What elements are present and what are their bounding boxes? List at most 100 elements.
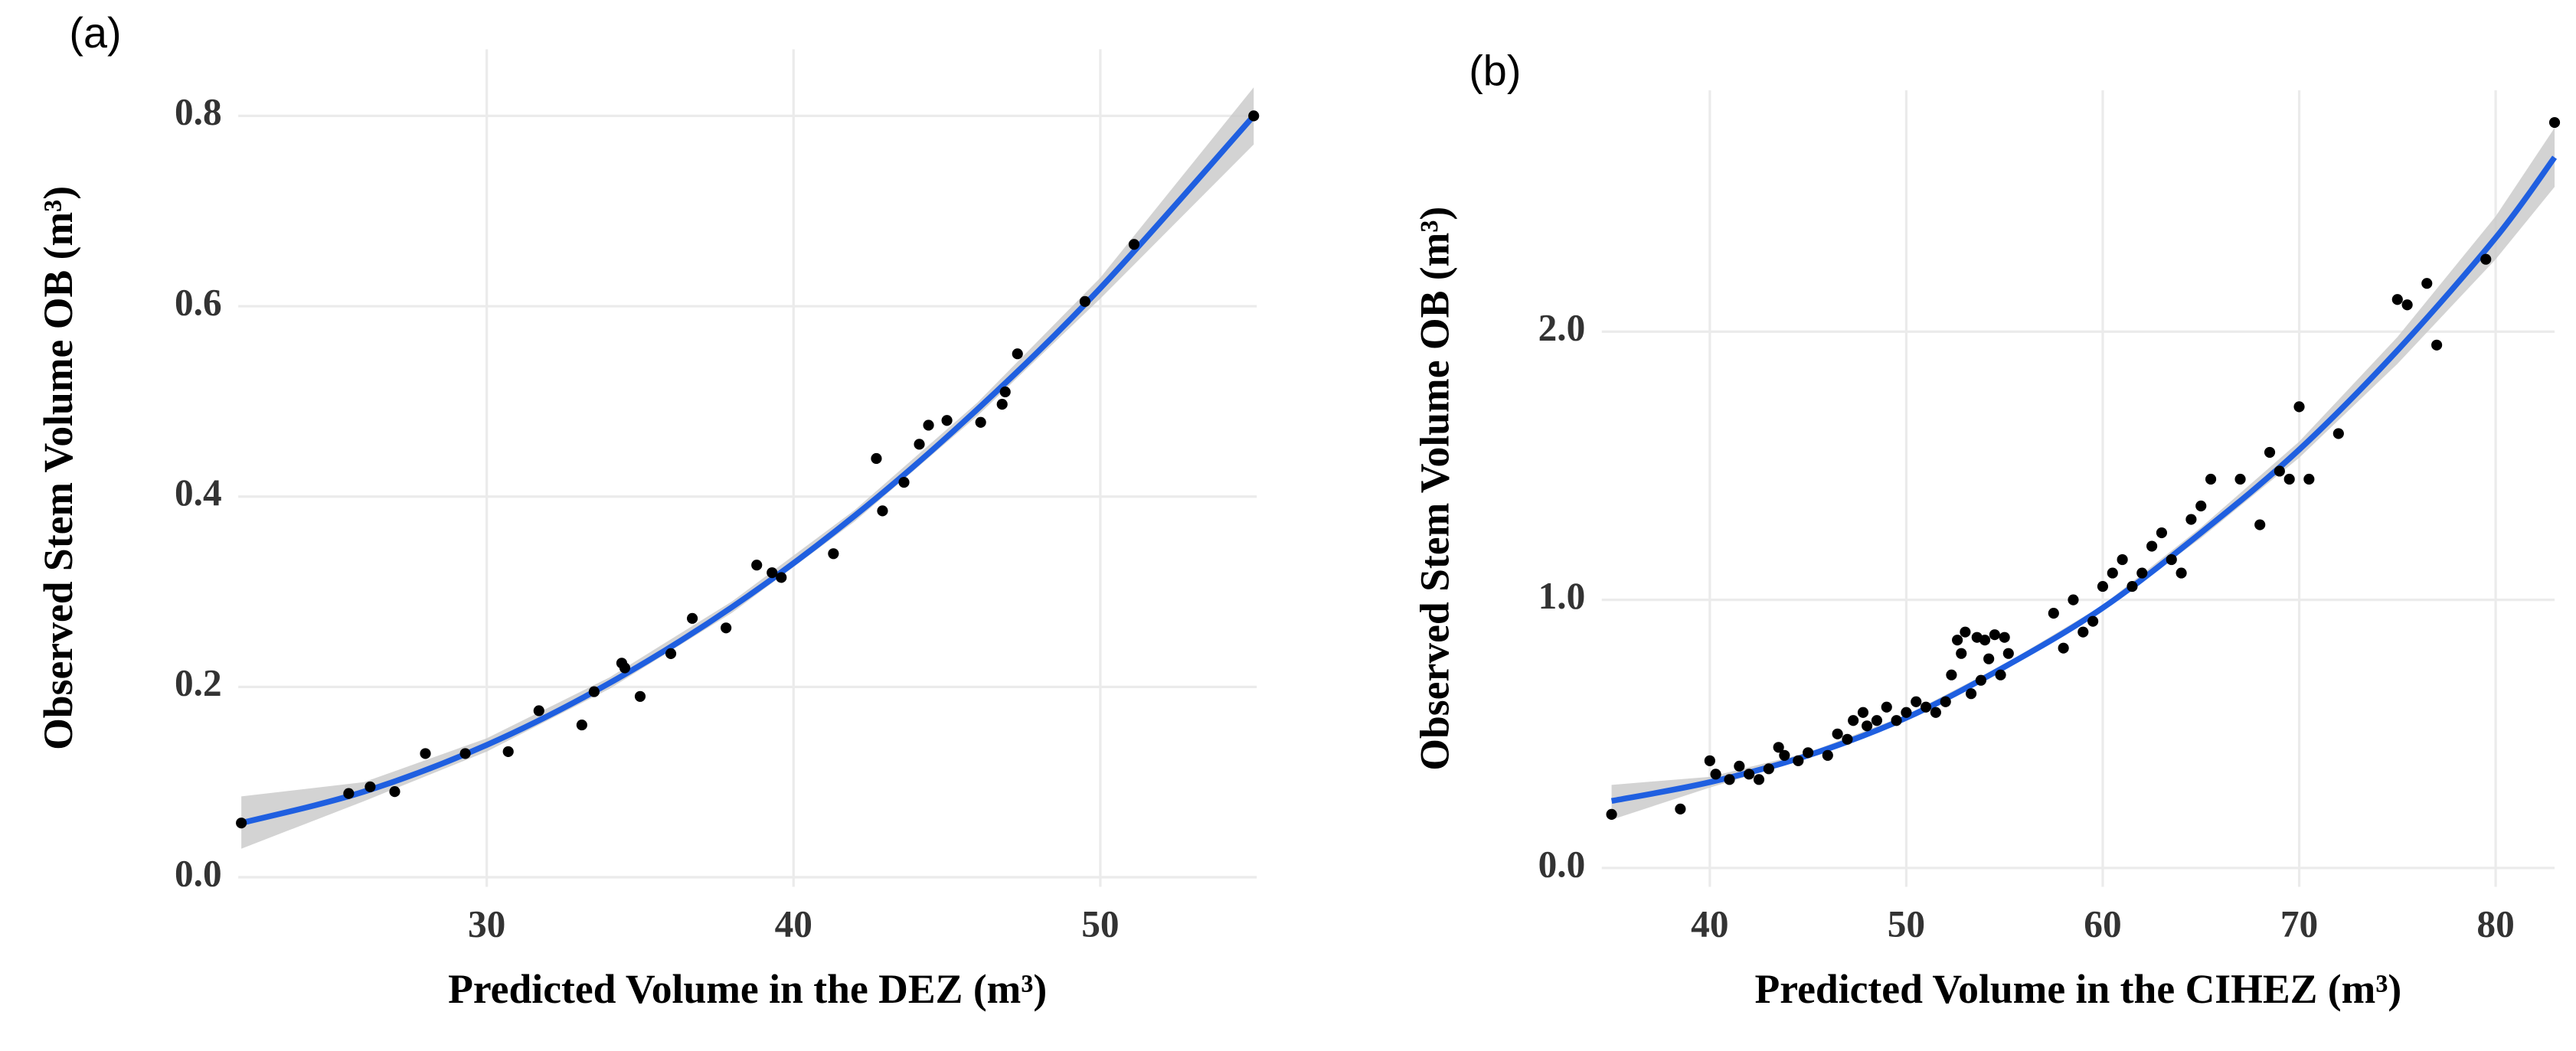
y-tick-label: 0.8 bbox=[175, 91, 222, 133]
data-point bbox=[1705, 756, 1715, 766]
data-point bbox=[2421, 278, 2432, 289]
data-point bbox=[1129, 239, 1139, 250]
data-point bbox=[1872, 715, 1882, 726]
data-point bbox=[2195, 501, 2206, 511]
data-point bbox=[1764, 763, 1774, 774]
data-point bbox=[776, 572, 786, 583]
data-point bbox=[2549, 117, 2560, 128]
x-tick-label: 40 bbox=[775, 902, 812, 945]
data-point bbox=[589, 687, 600, 697]
data-point bbox=[751, 560, 762, 570]
y-tick-label: 0.6 bbox=[175, 281, 222, 323]
data-point bbox=[1848, 715, 1858, 726]
data-point bbox=[1930, 707, 1941, 718]
data-point bbox=[1891, 715, 1902, 726]
data-point bbox=[2146, 540, 2157, 551]
data-point bbox=[2176, 568, 2187, 579]
data-point bbox=[460, 748, 471, 759]
data-point bbox=[1956, 648, 1966, 659]
data-point bbox=[1710, 769, 1721, 779]
y-tick-label: 2.0 bbox=[1538, 307, 1586, 349]
data-point bbox=[2303, 474, 2314, 485]
data-point bbox=[2058, 643, 2069, 654]
data-point bbox=[1881, 702, 1892, 713]
y-tick-label: 0.4 bbox=[175, 472, 222, 514]
data-point bbox=[2003, 648, 2014, 659]
data-point bbox=[2402, 299, 2413, 310]
data-point bbox=[923, 419, 933, 430]
data-point bbox=[2284, 474, 2295, 485]
y-axis-title: Observed Stem Volume OB (m³) bbox=[35, 186, 81, 750]
data-point bbox=[721, 622, 731, 633]
data-point bbox=[997, 399, 1008, 410]
x-tick-label: 50 bbox=[1081, 902, 1119, 945]
data-point bbox=[534, 705, 544, 716]
data-point bbox=[877, 505, 888, 516]
data-point bbox=[1995, 670, 2006, 681]
data-point bbox=[2274, 465, 2285, 476]
data-point bbox=[236, 818, 247, 828]
data-point bbox=[389, 786, 400, 797]
data-point bbox=[1724, 774, 1734, 785]
x-tick-label: 30 bbox=[468, 902, 505, 945]
data-point bbox=[1983, 654, 1994, 664]
data-point bbox=[1675, 804, 1685, 814]
figure: (a)3040500.00.20.40.60.8Predicted Volume… bbox=[0, 0, 2576, 1051]
x-tick-label: 70 bbox=[2280, 902, 2318, 945]
data-point bbox=[2293, 401, 2304, 412]
data-point bbox=[2205, 474, 2216, 485]
x-axis-title: Predicted Volume in the CIHEZ (m³) bbox=[1755, 966, 2402, 1012]
x-axis-title: Predicted Volume in the DEZ (m³) bbox=[448, 966, 1047, 1012]
data-point bbox=[1862, 720, 1872, 731]
data-point bbox=[635, 691, 646, 702]
data-point bbox=[1012, 348, 1023, 359]
data-point bbox=[2431, 340, 2442, 351]
data-point bbox=[1976, 675, 1986, 686]
data-point bbox=[2077, 627, 2088, 638]
data-point bbox=[1979, 635, 1990, 645]
data-point bbox=[1999, 632, 2010, 643]
data-point bbox=[2136, 568, 2147, 579]
data-point bbox=[1754, 774, 1764, 785]
data-point bbox=[1248, 110, 1259, 121]
data-point bbox=[828, 548, 839, 559]
y-axis-title: Observed Stem Volume OB (m³) bbox=[1412, 207, 1458, 771]
y-tick-label: 0.2 bbox=[175, 662, 222, 704]
data-point bbox=[1832, 729, 1843, 739]
data-point bbox=[1952, 635, 1963, 645]
data-point bbox=[767, 567, 777, 578]
data-point bbox=[1989, 629, 2000, 640]
data-point bbox=[1080, 296, 1090, 307]
data-point bbox=[2117, 554, 2128, 565]
data-point bbox=[1911, 697, 1921, 707]
data-point bbox=[871, 453, 881, 464]
data-point bbox=[1734, 761, 1744, 772]
x-tick-label: 80 bbox=[2476, 902, 2514, 945]
data-point bbox=[2156, 527, 2167, 538]
x-tick-label: 60 bbox=[2084, 902, 2121, 945]
data-point bbox=[687, 613, 698, 624]
data-point bbox=[2097, 581, 2108, 592]
data-point bbox=[1858, 707, 1868, 718]
panel-label: (a) bbox=[69, 9, 121, 57]
data-point bbox=[1946, 670, 1957, 681]
data-point bbox=[1966, 688, 1976, 699]
data-point bbox=[1803, 747, 1813, 758]
data-point bbox=[2234, 474, 2245, 485]
panel-label: (b) bbox=[1469, 47, 1521, 94]
data-point bbox=[914, 439, 924, 449]
data-point bbox=[1793, 756, 1803, 766]
data-point bbox=[2107, 568, 2118, 579]
data-point bbox=[942, 415, 953, 426]
data-point bbox=[1960, 627, 1970, 638]
data-point bbox=[1744, 769, 1754, 779]
data-point bbox=[665, 648, 676, 659]
background bbox=[0, 0, 2576, 1051]
data-point bbox=[898, 477, 909, 488]
data-point bbox=[1901, 707, 1911, 718]
data-point bbox=[2127, 581, 2137, 592]
data-point bbox=[1607, 809, 1617, 820]
data-point bbox=[2392, 294, 2403, 305]
data-point bbox=[2333, 428, 2344, 439]
data-point bbox=[2166, 554, 2177, 565]
